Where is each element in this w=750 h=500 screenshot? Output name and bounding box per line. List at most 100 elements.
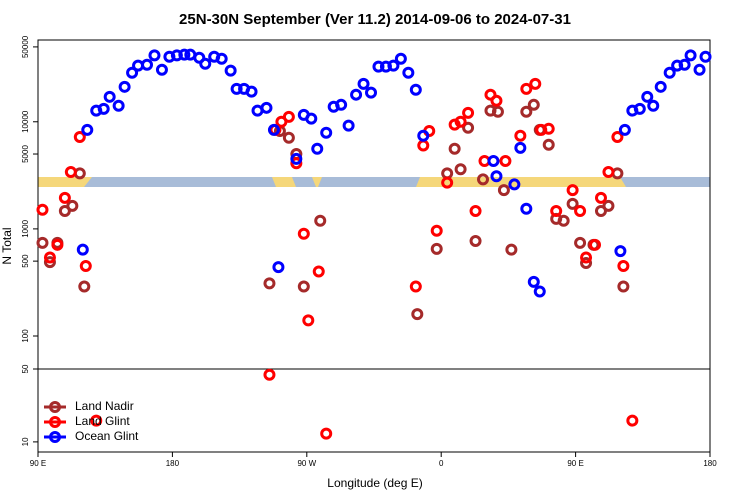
- point: [477, 173, 490, 186]
- point: [469, 235, 482, 248]
- point: [602, 165, 615, 178]
- x-tick-label: 90 E: [567, 459, 583, 468]
- point: [199, 57, 212, 70]
- point: [462, 106, 475, 119]
- y-tick-label: 50000: [21, 35, 30, 58]
- land-strip: [38, 177, 92, 187]
- point: [594, 191, 607, 204]
- point: [617, 260, 630, 273]
- x-axis-label: Longitude (deg E): [327, 476, 422, 490]
- point: [566, 197, 579, 210]
- point: [580, 251, 593, 264]
- point: [118, 80, 131, 93]
- point: [409, 83, 422, 96]
- point: [263, 277, 276, 290]
- y-tick-label: 500: [21, 254, 30, 268]
- point: [272, 261, 285, 274]
- point: [454, 163, 467, 176]
- point: [520, 202, 533, 215]
- point: [302, 314, 315, 327]
- point: [402, 66, 415, 79]
- map-strip: [38, 177, 710, 187]
- point: [654, 80, 667, 93]
- legend-label: Ocean Glint: [75, 429, 139, 443]
- point: [484, 88, 497, 101]
- point: [514, 129, 527, 142]
- point: [574, 236, 587, 249]
- ocean-strip: [38, 177, 710, 187]
- y-axis-label: N Total: [0, 227, 14, 264]
- point: [497, 184, 510, 197]
- point: [305, 112, 318, 125]
- point: [365, 86, 378, 99]
- x-tick-label: 0: [439, 459, 444, 468]
- point: [490, 170, 503, 183]
- point: [78, 280, 91, 293]
- point: [647, 99, 660, 112]
- point: [611, 131, 624, 144]
- land-strip: [312, 177, 322, 187]
- point: [66, 199, 79, 212]
- point: [155, 63, 168, 76]
- point: [43, 251, 56, 264]
- point: [580, 257, 593, 270]
- legend-label: Land Glint: [75, 414, 130, 428]
- point: [566, 184, 579, 197]
- point: [297, 227, 310, 240]
- point: [290, 157, 303, 170]
- point: [411, 308, 424, 321]
- legend-label: Land Nadir: [75, 399, 134, 413]
- point: [684, 49, 697, 62]
- y-tick-label: 10: [21, 437, 30, 446]
- point: [178, 48, 191, 61]
- point: [417, 129, 430, 142]
- point: [90, 414, 103, 427]
- point: [58, 191, 71, 204]
- point: [148, 49, 161, 62]
- point: [441, 176, 454, 189]
- legend-marker: [49, 401, 61, 413]
- point: [614, 245, 627, 258]
- point: [542, 122, 555, 135]
- point: [462, 121, 475, 134]
- point: [693, 63, 706, 76]
- point: [430, 242, 443, 255]
- point: [550, 204, 563, 217]
- point: [245, 85, 258, 98]
- x-tick-label: 180: [703, 459, 717, 468]
- point: [557, 214, 570, 227]
- y-tick-label: 10000: [21, 110, 30, 133]
- point: [141, 58, 154, 71]
- point: [618, 123, 631, 136]
- point: [320, 427, 333, 440]
- point: [409, 280, 422, 293]
- point: [267, 123, 280, 136]
- point: [260, 101, 273, 114]
- x-tick-label: 90 E: [30, 459, 46, 468]
- point: [311, 142, 324, 155]
- legend-marker: [49, 416, 61, 428]
- point: [394, 52, 407, 65]
- point: [430, 224, 443, 237]
- point: [314, 214, 327, 227]
- point: [73, 131, 86, 144]
- y-tick-label: 5000: [21, 145, 30, 163]
- marks: [36, 48, 712, 440]
- point: [76, 243, 89, 256]
- point: [527, 275, 540, 288]
- point: [282, 131, 295, 144]
- point: [215, 52, 228, 65]
- legend-marker: [49, 431, 61, 443]
- x-tick-label: 180: [166, 459, 180, 468]
- point: [505, 243, 518, 256]
- point: [626, 414, 639, 427]
- point: [589, 238, 602, 251]
- point: [641, 90, 654, 103]
- point: [282, 110, 295, 123]
- point: [81, 123, 94, 136]
- point: [230, 82, 243, 95]
- chart-title: 25N-30N September (Ver 11.2) 2014-09-06 …: [179, 11, 571, 28]
- point: [542, 138, 555, 151]
- point: [320, 126, 333, 139]
- point: [103, 90, 116, 103]
